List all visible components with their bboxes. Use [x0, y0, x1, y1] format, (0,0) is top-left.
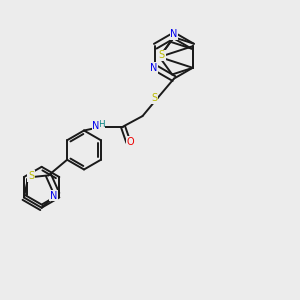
- Text: H: H: [98, 120, 104, 129]
- Text: N: N: [170, 29, 178, 39]
- Text: N: N: [150, 63, 158, 73]
- Text: N: N: [50, 190, 58, 200]
- Text: S: S: [152, 93, 158, 103]
- Text: S: S: [159, 50, 165, 61]
- Text: S: S: [28, 171, 34, 181]
- Text: N: N: [92, 121, 100, 131]
- Text: O: O: [127, 137, 135, 147]
